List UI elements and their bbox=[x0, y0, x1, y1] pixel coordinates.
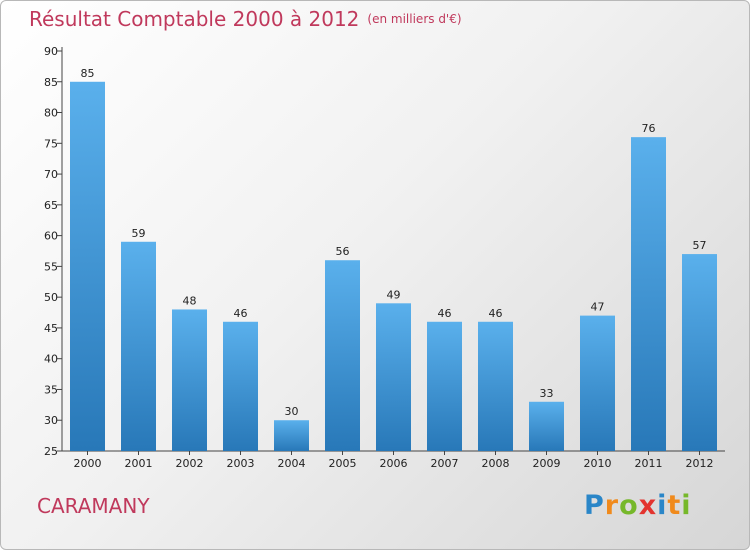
x-tick-label: 2009 bbox=[533, 457, 561, 470]
y-tick-label: 30 bbox=[44, 414, 58, 427]
x-tick-label: 2002 bbox=[176, 457, 204, 470]
logo-letter: i bbox=[657, 490, 668, 521]
y-tick-label: 65 bbox=[44, 199, 58, 212]
bar-2007 bbox=[427, 321, 462, 451]
x-tick-label: 2011 bbox=[635, 457, 663, 470]
y-tick-label: 50 bbox=[44, 291, 58, 304]
y-tick-label: 60 bbox=[44, 230, 58, 243]
y-tick-label: 40 bbox=[44, 353, 58, 366]
data-label: 33 bbox=[540, 387, 554, 400]
logo-letter: t bbox=[667, 490, 682, 521]
data-label: 59 bbox=[132, 227, 146, 240]
data-label: 47 bbox=[591, 301, 605, 314]
y-tick-label: 35 bbox=[44, 383, 58, 396]
bar-2003 bbox=[223, 321, 258, 451]
x-tick-label: 2004 bbox=[278, 457, 306, 470]
bar-2008 bbox=[478, 321, 513, 451]
bar-2012 bbox=[682, 254, 717, 451]
logo-letter: o bbox=[619, 490, 639, 521]
data-label: 48 bbox=[183, 294, 197, 307]
data-label: 57 bbox=[693, 239, 707, 252]
bar-2011 bbox=[631, 137, 666, 451]
data-label: 46 bbox=[489, 307, 503, 320]
x-tick-label: 2005 bbox=[329, 457, 357, 470]
data-label: 30 bbox=[285, 405, 299, 418]
x-tick-label: 2000 bbox=[74, 457, 102, 470]
axes: 25 30 35 40 45 50 55 60 65 70 75 80 85 90 2000 2001 2002… bbox=[44, 45, 725, 470]
y-tick-label: 80 bbox=[44, 107, 58, 120]
bar-2005 bbox=[325, 260, 360, 451]
commune-name: CARAMANY bbox=[37, 494, 150, 518]
x-tick-label: 2003 bbox=[227, 457, 255, 470]
y-tick-label: 70 bbox=[44, 168, 58, 181]
bar-2010 bbox=[580, 315, 615, 451]
y-tick-label: 45 bbox=[44, 322, 58, 335]
bar-2004 bbox=[274, 420, 309, 451]
data-label: 76 bbox=[642, 122, 656, 135]
logo-letter: i bbox=[681, 490, 692, 521]
data-labels: 85 59 48 46 30 56 49 46 46 33 47 76 57 bbox=[81, 67, 707, 418]
x-tick-label: 2010 bbox=[584, 457, 612, 470]
title-unit: (en milliers d'€) bbox=[367, 12, 462, 26]
logo-letter: P bbox=[584, 490, 605, 521]
x-tick-label: 2012 bbox=[686, 457, 714, 470]
title-text: Résultat Comptable 2000 à 2012 bbox=[29, 7, 360, 31]
logo-letter: r bbox=[604, 490, 620, 521]
bar-2006 bbox=[376, 303, 411, 451]
bar-2000 bbox=[70, 81, 105, 452]
data-label: 46 bbox=[438, 307, 452, 320]
y-tick-label: 90 bbox=[44, 45, 58, 58]
x-tick-label: 2006 bbox=[380, 457, 408, 470]
bar-2009 bbox=[529, 401, 564, 451]
y-tick-label: 55 bbox=[44, 260, 58, 273]
x-tick-label: 2001 bbox=[125, 457, 153, 470]
bars bbox=[70, 81, 717, 452]
x-tick-label: 2007 bbox=[431, 457, 459, 470]
data-label: 56 bbox=[336, 245, 350, 258]
y-tick-label: 25 bbox=[44, 445, 58, 458]
proxiti-logo: Proxiti bbox=[584, 490, 692, 521]
chart-title: Résultat Comptable 2000 à 2012 (en millie… bbox=[29, 7, 462, 31]
x-tick-label: 2008 bbox=[482, 457, 510, 470]
bar-2002 bbox=[172, 309, 207, 451]
y-tick-label: 75 bbox=[44, 137, 58, 150]
logo-letter: x bbox=[638, 490, 658, 521]
bar-2001 bbox=[121, 241, 156, 451]
data-label: 46 bbox=[234, 307, 248, 320]
y-tick-label: 85 bbox=[44, 76, 58, 89]
data-label: 85 bbox=[81, 67, 95, 80]
data-label: 49 bbox=[387, 288, 401, 301]
